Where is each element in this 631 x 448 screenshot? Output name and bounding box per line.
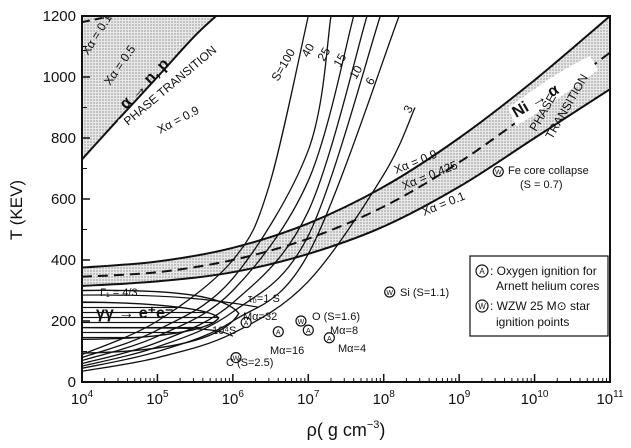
svg-text:W: W [478, 302, 486, 311]
label-fe: Fe core collapse [508, 165, 589, 177]
x-tick-label-2: 106 [222, 389, 245, 408]
legend-w-line2: ignition points [496, 315, 569, 329]
label-s3: 3 [400, 102, 416, 115]
label-s15: 15 [330, 51, 349, 70]
y-tick-label-1: 200 [51, 313, 76, 330]
legend: A : Oxygen ignition for Arnett helium co… [469, 255, 609, 337]
ni-band-upper-line [82, 16, 610, 269]
pair-tau-curve [82, 294, 259, 308]
point-symbol-3: A [327, 336, 332, 343]
x-tick-label-5: 109 [448, 389, 471, 408]
axis-ticks: 104 105 106 107 108 109 1010 1011 0 200 400 600 800 1… [43, 8, 624, 408]
entropy-curve-6 [82, 107, 416, 372]
oxygen-ignition-point-0 [240, 316, 252, 329]
point-symbol-1: A [276, 330, 281, 337]
label-pair: γγ → e⁺e⁻ [96, 305, 173, 322]
pair-outer-boundary [82, 289, 240, 354]
label-ma8: Mα=8 [330, 325, 358, 337]
legend-symbol-a-icon: A [475, 264, 489, 278]
legend-symbol-w-icon: W [475, 299, 489, 313]
pair-instability-region [82, 289, 259, 354]
y-tick-label-2: 400 [51, 252, 76, 269]
alpha-np-band-lower-line [82, 16, 217, 161]
wzw-ignition-point-7 [492, 165, 504, 178]
x-axis-label: ρ( g cm−3) [307, 419, 386, 440]
pair-inner-curve [82, 327, 234, 337]
ni-label-patch [508, 56, 598, 126]
label-ma32: Mα=32 [243, 311, 277, 323]
oxygen-ignition-point-2 [302, 324, 314, 336]
x-tick-label-7: 1011 [596, 389, 624, 408]
x-tick-label-3: 107 [297, 389, 320, 408]
entropy-curve-4 [82, 16, 381, 367]
label-ma4: Mα=4 [338, 343, 366, 355]
legend-a-line2: Arnett helium cores [496, 279, 599, 293]
pair-hatched-core [82, 301, 220, 341]
label-s10: 10 [346, 63, 365, 82]
y-tick-label-4: 800 [51, 130, 76, 147]
alpha-np-band-fill [82, 16, 217, 160]
y-tick-label-3: 600 [51, 191, 76, 208]
point-symbol-5: W [298, 319, 305, 326]
legend-w-line1: : WZW 25 M⊙ star [490, 299, 590, 313]
label-tau4: 10⁴S [212, 325, 236, 337]
point-symbol-6: W [386, 290, 393, 297]
y-tick-label-0: 0 [68, 374, 76, 391]
label-fe-s: (S = 0.7) [520, 179, 563, 191]
label-s100: S=100 [268, 46, 298, 84]
point-symbol-2: A [306, 328, 311, 335]
point-symbol-4: W [233, 356, 240, 363]
x-tick-label-1: 105 [146, 389, 169, 408]
entropy-curve-2 [82, 16, 355, 362]
oxygen-ignition-point-1 [272, 326, 284, 338]
alpha-label-patch [118, 66, 204, 136]
point-symbol-0: A [244, 321, 249, 328]
alpha-np-xa05-line [82, 16, 113, 24]
y-tick-label-5: 1000 [43, 69, 76, 86]
point-symbol-7: W [495, 170, 502, 177]
wzw-ignition-point-4 [230, 352, 242, 364]
x-tick-label-0: 104 [71, 389, 94, 408]
entropy-curve-5 [82, 16, 400, 369]
wzw-ignition-point-5 [295, 315, 307, 327]
label-gamma1: Γ₁ = 4/3 [100, 287, 138, 299]
label-c: C (S=2.5) [226, 357, 273, 369]
legend-a-line1: : Oxygen ignition for [490, 264, 597, 278]
entropy-curve-3 [82, 16, 368, 365]
label-s6: 6 [362, 74, 378, 87]
label-o: O (S=1.6) [312, 311, 360, 323]
svg-text:A: A [479, 267, 485, 276]
label-si: Si (S=1.1) [400, 287, 449, 299]
label-s25: 25 [314, 45, 333, 64]
x-tick-label-6: 1010 [521, 389, 549, 408]
wzw-ignition-point-6 [384, 286, 396, 298]
oxygen-ignition-point-3 [323, 332, 335, 344]
ni-band-lower-line [82, 88, 610, 287]
label-s40: 40 [298, 41, 317, 60]
x-tick-label-4: 108 [373, 389, 396, 408]
y-axis-label: T (KEV) [7, 180, 26, 240]
label-tau: τ₀=1 S [248, 293, 280, 305]
y-tick-label-6: 1200 [43, 8, 76, 25]
label-ma16: Mα=16 [270, 345, 304, 357]
